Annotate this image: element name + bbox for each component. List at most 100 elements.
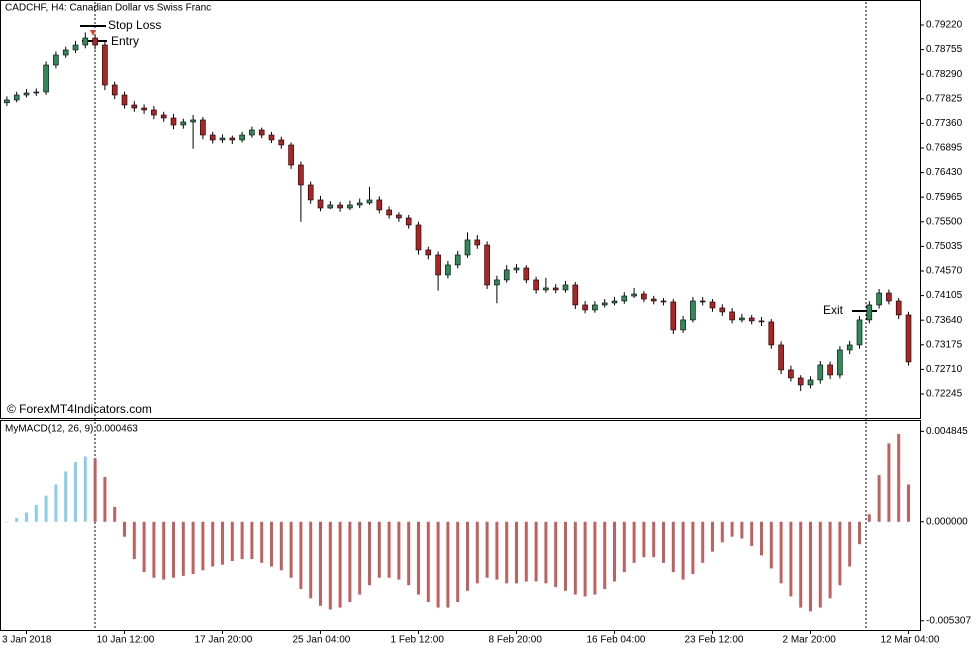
y-tick-label: 0.78290 — [926, 69, 963, 80]
candle-body — [337, 204, 343, 209]
macd-bar — [377, 521, 381, 578]
candle-body — [778, 344, 784, 371]
candle-body — [719, 307, 726, 313]
macd-bar — [132, 521, 136, 560]
candle-body — [366, 199, 373, 204]
macd-bar — [544, 521, 548, 584]
macd-bar — [25, 512, 28, 522]
candle-body — [151, 109, 157, 116]
macd-bar — [279, 521, 283, 571]
macd-bar — [818, 521, 822, 608]
macd-bar — [142, 521, 146, 573]
candle-body — [121, 94, 128, 106]
macd-bar — [897, 434, 901, 522]
candle-body — [33, 91, 40, 94]
macd-bar — [867, 514, 871, 522]
candle-body — [356, 202, 363, 206]
candle-body — [23, 92, 30, 96]
macd-bar — [603, 521, 607, 589]
macd-bar — [93, 458, 97, 522]
macd-bar — [270, 521, 273, 567]
macd-bar — [338, 521, 342, 608]
macd-bar — [230, 521, 234, 561]
x-tick-label: 12 Mar 04:00 — [881, 635, 940, 646]
x-tick-label: 23 Feb 12:00 — [685, 635, 744, 646]
candle-body — [405, 217, 412, 226]
candle-body — [660, 300, 667, 303]
macd-bar — [642, 521, 646, 558]
candle-body — [709, 301, 716, 309]
y-tick-label: 0.004845 — [926, 426, 968, 437]
macd-bar — [720, 521, 724, 543]
candle-body — [572, 284, 579, 306]
macd-bar — [760, 521, 763, 556]
macd-bar — [309, 521, 313, 599]
y-tick-label: 0.76895 — [926, 143, 963, 154]
macd-bar — [54, 484, 58, 522]
macd-bar — [779, 521, 783, 584]
candle-body — [513, 267, 520, 271]
candle-body — [837, 349, 843, 376]
y-tick-label: 0.75500 — [926, 216, 963, 227]
candle-body — [846, 344, 853, 351]
macd-bar — [769, 521, 773, 569]
macd-bar — [426, 521, 430, 603]
x-tick-label: 2 Mar 20:00 — [783, 635, 837, 646]
macd-bar — [838, 521, 842, 586]
macd-bar — [201, 521, 205, 571]
macd-bar — [34, 504, 38, 522]
macd-bar — [172, 521, 175, 578]
candle-body — [180, 121, 187, 126]
stop-loss-label: Stop Loss — [108, 18, 161, 32]
macd-bar — [652, 521, 656, 558]
candle-body — [886, 292, 892, 302]
candle-body — [170, 117, 177, 126]
y-tick-label: 0.73640 — [926, 315, 963, 326]
candle-body — [582, 304, 588, 311]
x-tick-label: 1 Feb 12:00 — [391, 635, 445, 646]
macd-bar — [789, 521, 793, 597]
macd-bar — [348, 521, 352, 603]
candle-body — [562, 284, 569, 291]
macd-bar — [613, 521, 616, 582]
macd-bar — [583, 521, 587, 597]
macd-bar — [750, 521, 754, 547]
macd-bar — [64, 471, 68, 522]
macd-bar — [573, 521, 577, 595]
x-tick-label: 8 Feb 20:00 — [489, 635, 543, 646]
candle-body — [111, 84, 118, 96]
macd-bar — [711, 521, 714, 552]
candle-body — [464, 239, 471, 256]
candle-body — [484, 244, 490, 286]
price-panel-frame — [0, 0, 921, 419]
candle-body — [494, 279, 500, 286]
macd-bar — [319, 521, 322, 606]
candle-body — [827, 364, 833, 376]
candle-body — [699, 300, 706, 303]
macd-bar — [328, 521, 332, 610]
candle-body — [249, 129, 255, 136]
candle-body — [601, 302, 608, 306]
y-tick-label: -0.005307 — [926, 615, 971, 626]
candle-body — [650, 298, 657, 302]
candle-body — [53, 54, 59, 66]
macd-bar — [103, 476, 107, 522]
macd-bar — [485, 521, 489, 578]
macd-bar — [495, 521, 499, 580]
macd-bar — [593, 521, 597, 595]
candle-body — [876, 292, 882, 306]
candle-body — [386, 209, 392, 216]
candle-body — [621, 295, 628, 302]
candle-body — [317, 199, 324, 209]
candle-body — [268, 134, 275, 141]
candle-body — [288, 144, 294, 166]
candle-body — [4, 99, 10, 104]
chart-title: CADCHF, H4: Canadian Dollar vs Swiss Fra… — [5, 3, 211, 14]
macd-bar — [152, 521, 156, 578]
candle-body — [190, 119, 196, 123]
macd-bar — [877, 475, 881, 522]
macd-bar — [799, 521, 803, 608]
macd-bar — [289, 521, 293, 578]
